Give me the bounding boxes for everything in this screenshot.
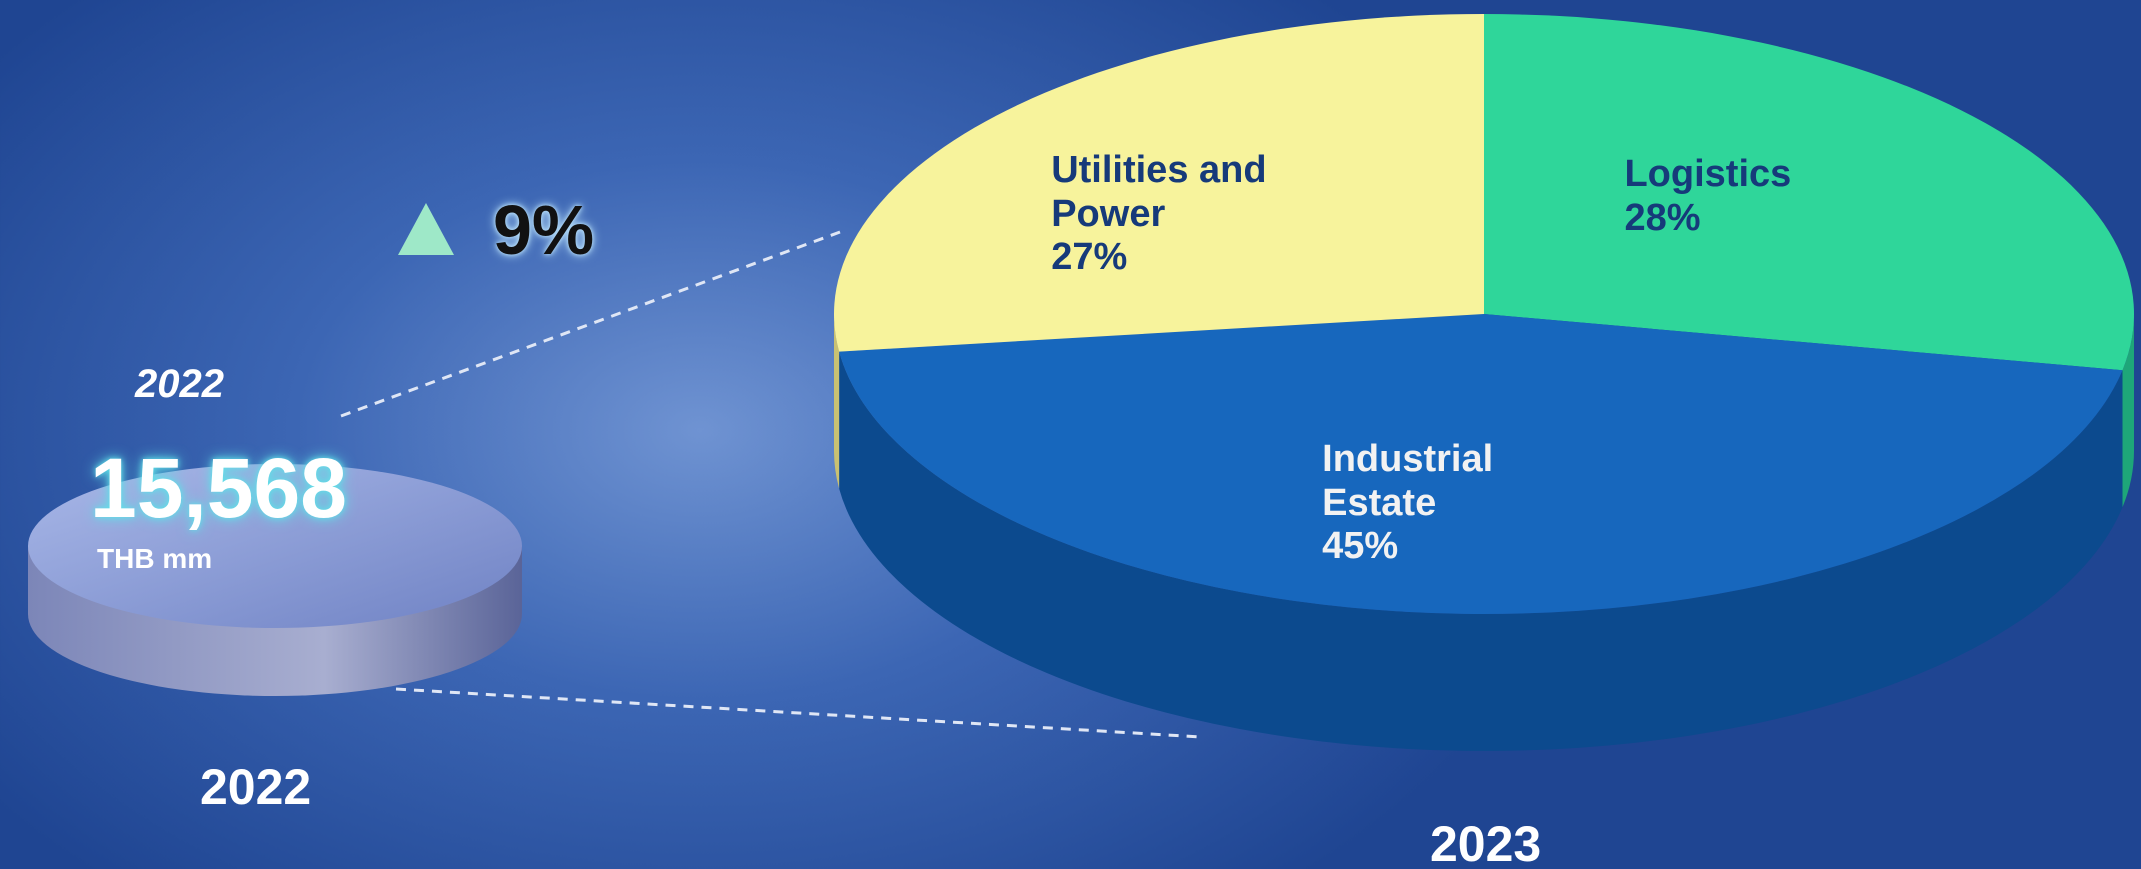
slice-side [2122, 314, 2134, 508]
slice [839, 314, 2123, 615]
category-label: Industrial Estate [1322, 437, 1494, 524]
category-label: Utilities and Power [1051, 148, 1267, 235]
previous-disc [28, 464, 522, 696]
pie [833, 14, 2135, 752]
growth-arrow [398, 203, 454, 255]
growth-label: 9% [493, 191, 595, 269]
slice-label: Industrial Estate 45% [1322, 438, 1582, 569]
connector [395, 687, 1202, 739]
previous-year: 2022 [135, 362, 224, 406]
chart-title: 2023 [1430, 816, 1542, 869]
unit: THB mm [97, 543, 213, 574]
slice-side [839, 351, 2123, 752]
disc-top [28, 464, 522, 628]
slice [833, 14, 1484, 352]
value-label: 45% [1322, 525, 1399, 568]
value-label: 27% [1051, 236, 1128, 279]
previous-year-label: 2022 [200, 759, 312, 815]
previous-total: 15,568 [90, 441, 347, 535]
value-label: 28% [1624, 196, 1701, 239]
slice-side [834, 314, 840, 489]
slice [1484, 14, 2135, 371]
slice-label: Logistics 28% [1624, 153, 1884, 240]
slice-label: Utilities and Power 27% [1051, 149, 1311, 280]
category-label: Logistics [1624, 153, 1792, 196]
